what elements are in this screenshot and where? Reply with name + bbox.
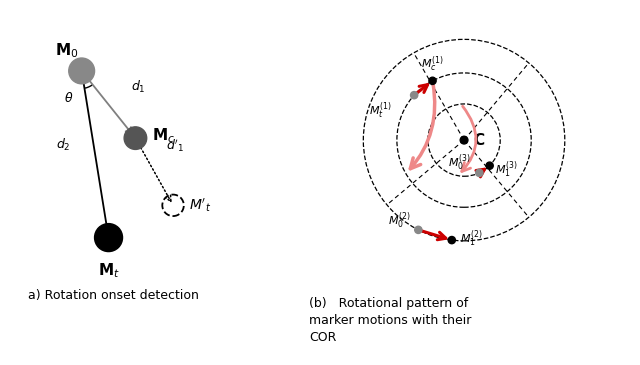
Circle shape [68, 58, 95, 84]
Circle shape [476, 169, 483, 177]
Circle shape [95, 224, 122, 251]
Circle shape [429, 77, 436, 84]
Text: C: C [473, 132, 484, 147]
Text: $M_1^{(3)}$: $M_1^{(3)}$ [495, 159, 518, 180]
Text: $\mathbf{M}_c$: $\mathbf{M}_c$ [152, 126, 175, 145]
Text: a) Rotation onset detection: a) Rotation onset detection [28, 289, 199, 302]
Text: $M_0^{(3)}$: $M_0^{(3)}$ [447, 152, 470, 173]
Text: $d_1$: $d_1$ [131, 79, 145, 95]
Text: $M_0^{(2)}$: $M_0^{(2)}$ [388, 210, 411, 231]
Text: $M'_t$: $M'_t$ [189, 196, 211, 214]
Text: $\mathbf{M}_0$: $\mathbf{M}_0$ [55, 42, 78, 60]
Text: $d'_1$: $d'_1$ [166, 138, 185, 154]
Text: $M_1^{(2)}$: $M_1^{(2)}$ [460, 228, 483, 249]
Circle shape [460, 136, 468, 144]
Circle shape [486, 162, 493, 169]
Circle shape [124, 127, 147, 149]
Circle shape [448, 237, 456, 244]
Text: $M_t^{(1)}$: $M_t^{(1)}$ [369, 100, 392, 121]
Text: $\theta$: $\theta$ [63, 91, 73, 105]
Text: (b)   Rotational pattern of
marker motions with their
COR: (b) Rotational pattern of marker motions… [309, 297, 472, 344]
Circle shape [415, 226, 422, 234]
Text: $\mathbf{M}_t$: $\mathbf{M}_t$ [98, 262, 120, 280]
Text: $d_2$: $d_2$ [56, 137, 70, 153]
Circle shape [410, 92, 418, 99]
Text: $M_c^{(1)}$: $M_c^{(1)}$ [421, 55, 444, 74]
